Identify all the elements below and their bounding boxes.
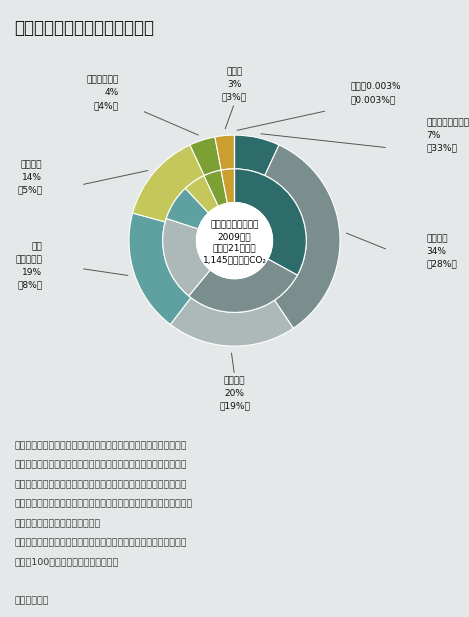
Circle shape — [197, 202, 272, 279]
Wedge shape — [129, 213, 191, 325]
Text: を、それぞれ示している。: を、それぞれ示している。 — [14, 519, 100, 528]
Wedge shape — [204, 170, 227, 206]
Text: （28%）: （28%） — [427, 259, 457, 268]
Text: 字）を、また、外側の円は電気事業者の発電に伴う排出量及: 字）を、また、外側の円は電気事業者の発電に伴う排出量及 — [14, 460, 187, 470]
Wedge shape — [163, 218, 210, 296]
Wedge shape — [185, 176, 218, 213]
Text: 注１：内側の円は各部門の直接の排出量の割合（下段カッコ内の数: 注１：内側の円は各部門の直接の排出量の割合（下段カッコ内の数 — [14, 441, 187, 450]
Wedge shape — [215, 135, 234, 170]
Text: （33%）: （33%） — [427, 143, 457, 152]
Text: 14%: 14% — [23, 173, 42, 182]
Text: 19%: 19% — [23, 268, 42, 277]
Wedge shape — [170, 297, 293, 346]
Text: 家庭部門: 家庭部門 — [21, 160, 42, 169]
Text: 産業部門: 産業部門 — [427, 234, 448, 243]
Text: （平成21年度）: （平成21年度） — [212, 244, 257, 252]
Wedge shape — [234, 169, 306, 275]
Text: （19%）: （19%） — [219, 402, 250, 411]
Text: 2009年度: 2009年度 — [218, 232, 251, 241]
Text: 1,145百万トンCO₂: 1,145百万トンCO₂ — [203, 255, 266, 264]
Text: （5%）: （5%） — [17, 186, 42, 194]
Text: 二酸化炭素排出量の部門別内訳: 二酸化炭素排出量の部門別内訳 — [14, 19, 154, 37]
Text: 資料：環境省: 資料：環境省 — [14, 597, 49, 606]
Text: 34%: 34% — [427, 247, 446, 255]
Text: ２：統計誤差、四捨五入等のため、排出量割合の合計は必ずしも: ２：統計誤差、四捨五入等のため、排出量割合の合計は必ずしも — [14, 538, 187, 547]
Text: （3%）: （3%） — [222, 93, 247, 102]
Text: 3%: 3% — [227, 80, 242, 89]
Wedge shape — [189, 259, 297, 312]
Wedge shape — [234, 135, 279, 176]
Wedge shape — [221, 169, 234, 204]
Text: 業務: 業務 — [32, 242, 42, 252]
Text: 100％にならないことがある。: 100％にならないことがある。 — [14, 558, 118, 567]
Text: 廃棄物: 廃棄物 — [227, 67, 242, 77]
Text: その他0.003%: その他0.003% — [351, 81, 401, 90]
Text: 運輸部門: 運輸部門 — [224, 376, 245, 386]
Wedge shape — [133, 145, 204, 222]
Text: 20%: 20% — [225, 389, 244, 398]
Wedge shape — [265, 145, 340, 328]
Text: （8%）: （8%） — [17, 281, 42, 289]
Text: 7%: 7% — [427, 131, 441, 139]
Wedge shape — [190, 137, 221, 176]
Text: 二酸化炭素総排出量: 二酸化炭素総排出量 — [210, 220, 259, 230]
Text: び熱供給事業者の熱発生に伴う排出量を電力消費量及び熱消: び熱供給事業者の熱発生に伴う排出量を電力消費量及び熱消 — [14, 480, 187, 489]
Text: 工業プロセス: 工業プロセス — [86, 76, 118, 85]
Text: （0.003%）: （0.003%） — [351, 96, 396, 105]
Text: エネルギー転換部門: エネルギー転換部門 — [427, 118, 469, 127]
Wedge shape — [166, 188, 209, 229]
Text: 4%: 4% — [104, 88, 118, 97]
Text: その他部門: その他部門 — [15, 255, 42, 264]
Text: （4%）: （4%） — [93, 101, 118, 110]
Text: 費量に応じて最終需要部門に配分した後の割合（上段の数字）: 費量に応じて最終需要部門に配分した後の割合（上段の数字） — [14, 500, 192, 508]
